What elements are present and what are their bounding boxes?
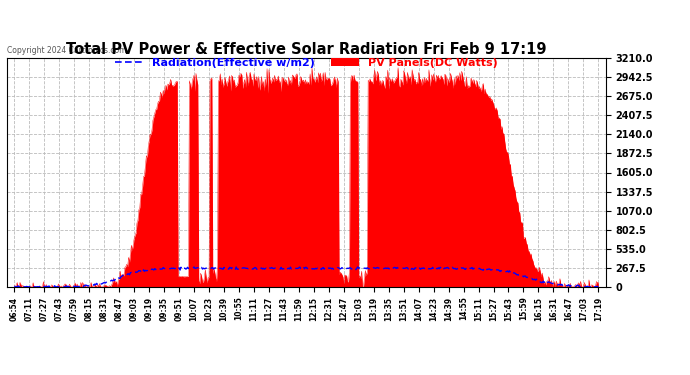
Text: Copyright 2024 Cartronics.com: Copyright 2024 Cartronics.com — [7, 45, 126, 54]
Legend: Radiation(Effective w/m2), PV Panels(DC Watts): Radiation(Effective w/m2), PV Panels(DC … — [110, 54, 502, 72]
Title: Total PV Power & Effective Solar Radiation Fri Feb 9 17:19: Total PV Power & Effective Solar Radiati… — [66, 42, 546, 57]
